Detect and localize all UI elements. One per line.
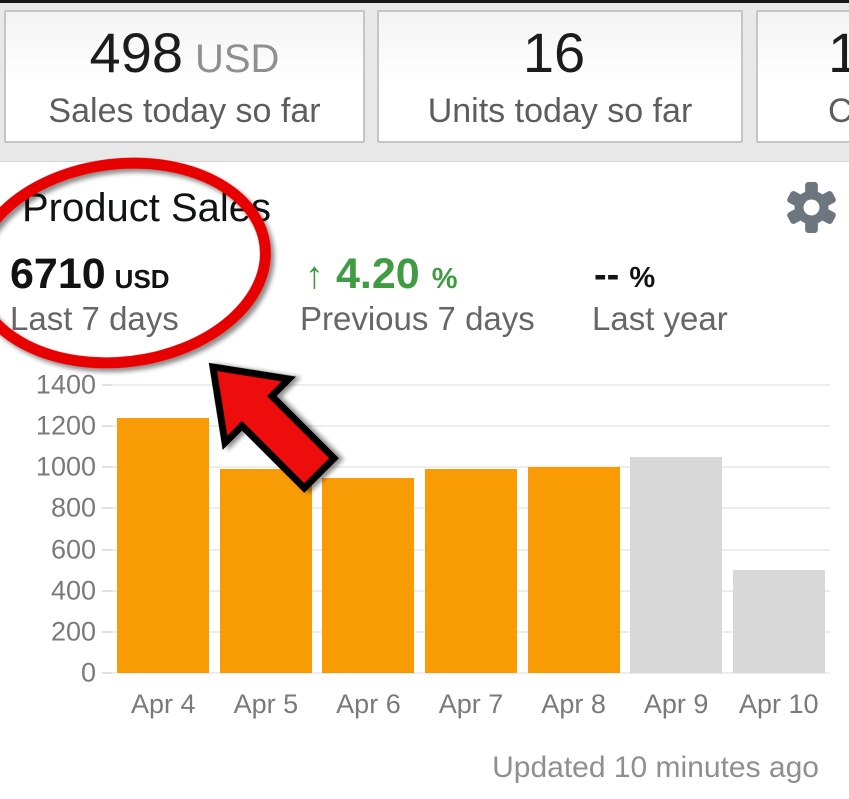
- bar-column: [112, 385, 215, 673]
- y-axis-label: 400: [50, 575, 96, 606]
- y-axis-label: 200: [50, 616, 96, 647]
- metric-change-value: 4.20: [336, 250, 420, 298]
- metric-last-year-value: --: [594, 254, 620, 296]
- card-value: 1: [828, 25, 849, 81]
- bar-apr-4[interactable]: [117, 417, 210, 673]
- x-axis-labels: Apr 4 Apr 5 Apr 6 Apr 7 Apr 8 Apr 9 Apr 10: [112, 689, 830, 720]
- metric-primary-unit: USD: [114, 264, 170, 294]
- card-value: 498: [89, 21, 183, 84]
- x-axis-label: Apr 8: [541, 689, 606, 719]
- summary-card-units-today[interactable]: 16 Units today so far: [377, 10, 743, 143]
- metric-change-unit: %: [431, 263, 458, 295]
- y-axis-tick: [102, 466, 112, 469]
- metric-last-year-unit: %: [629, 262, 656, 294]
- bar-column: [215, 385, 318, 673]
- card-unit: USD: [194, 37, 280, 81]
- metric-last-year-label: Last year: [592, 300, 728, 337]
- bar-apr-7[interactable]: [425, 469, 518, 673]
- bar-column: [522, 385, 625, 673]
- metric-primary-value: 6710: [10, 250, 106, 298]
- gridline: [112, 384, 830, 386]
- x-axis-label: Apr 7: [438, 689, 504, 719]
- card-value: 16: [522, 21, 586, 84]
- card-label: Units today so far: [427, 92, 693, 130]
- bar-apr-10[interactable]: [732, 570, 825, 673]
- x-axis-label: Apr 9: [643, 689, 709, 719]
- bar-column: [625, 385, 728, 673]
- y-axis-tick: [102, 589, 112, 592]
- bar-apr-8[interactable]: [527, 467, 620, 673]
- bar-column: [727, 385, 830, 673]
- bars: [112, 385, 830, 673]
- y-axis-ticks: [102, 384, 112, 674]
- top-edge-strip: [0, 0, 849, 3]
- metric-change-label: Previous 7 days: [300, 300, 535, 337]
- y-axis-label: 600: [50, 534, 96, 565]
- card-value-line: 498 USD: [90, 25, 280, 81]
- y-axis-label: 1400: [35, 369, 96, 400]
- x-axis-label: Apr 10: [738, 689, 819, 719]
- gridline: [112, 466, 830, 469]
- gridline: [112, 672, 830, 674]
- y-axis-label: 1200: [35, 410, 96, 441]
- bar-apr-6[interactable]: [322, 477, 415, 673]
- bar-column: [317, 385, 420, 673]
- card-label: C: [828, 94, 849, 128]
- summary-card-partial[interactable]: 1 C: [756, 10, 849, 143]
- bar-column: [420, 385, 523, 673]
- updated-timestamp: Updated 10 minutes ago: [492, 751, 819, 784]
- card-value-line: 16: [523, 25, 597, 81]
- metric-primary: 6710 USD: [10, 250, 170, 298]
- card-label: Sales today so far: [48, 92, 321, 130]
- y-axis-label: 1000: [35, 451, 96, 482]
- y-axis-tick: [102, 672, 112, 674]
- y-axis-label: 800: [50, 492, 96, 523]
- up-arrow-icon: ↑: [305, 255, 324, 297]
- card-value-line: 1: [828, 25, 849, 81]
- y-axis-tick: [102, 507, 112, 510]
- summary-cards-row: 498 USD Sales today so far 16 Units toda…: [0, 3, 849, 162]
- metric-primary-label: Last 7 days: [10, 300, 179, 337]
- settings-gear-icon[interactable]: [785, 179, 838, 236]
- panel-title: Product Sales: [22, 186, 272, 230]
- summary-card-sales-today[interactable]: 498 USD Sales today so far: [4, 10, 365, 143]
- metric-last-year: -- %: [594, 254, 656, 296]
- gridline: [112, 425, 830, 428]
- x-axis-label: Apr 5: [233, 689, 299, 719]
- metric-change: ↑ 4.20 %: [305, 250, 458, 298]
- bar-chart-plot: [112, 384, 830, 674]
- y-axis-tick: [102, 425, 112, 428]
- y-axis-tick: [102, 548, 112, 551]
- y-axis-label: 0: [80, 657, 96, 688]
- y-axis-tick: [102, 630, 112, 633]
- y-axis-labels: 0 200 400 600 800 1000 1200 1400: [0, 371, 96, 686]
- x-axis-label: Apr 4: [131, 689, 196, 719]
- bar-apr-9[interactable]: [630, 457, 723, 673]
- bar-apr-5[interactable]: [219, 469, 312, 673]
- x-axis-label: Apr 6: [336, 689, 401, 719]
- y-axis-tick: [102, 384, 112, 386]
